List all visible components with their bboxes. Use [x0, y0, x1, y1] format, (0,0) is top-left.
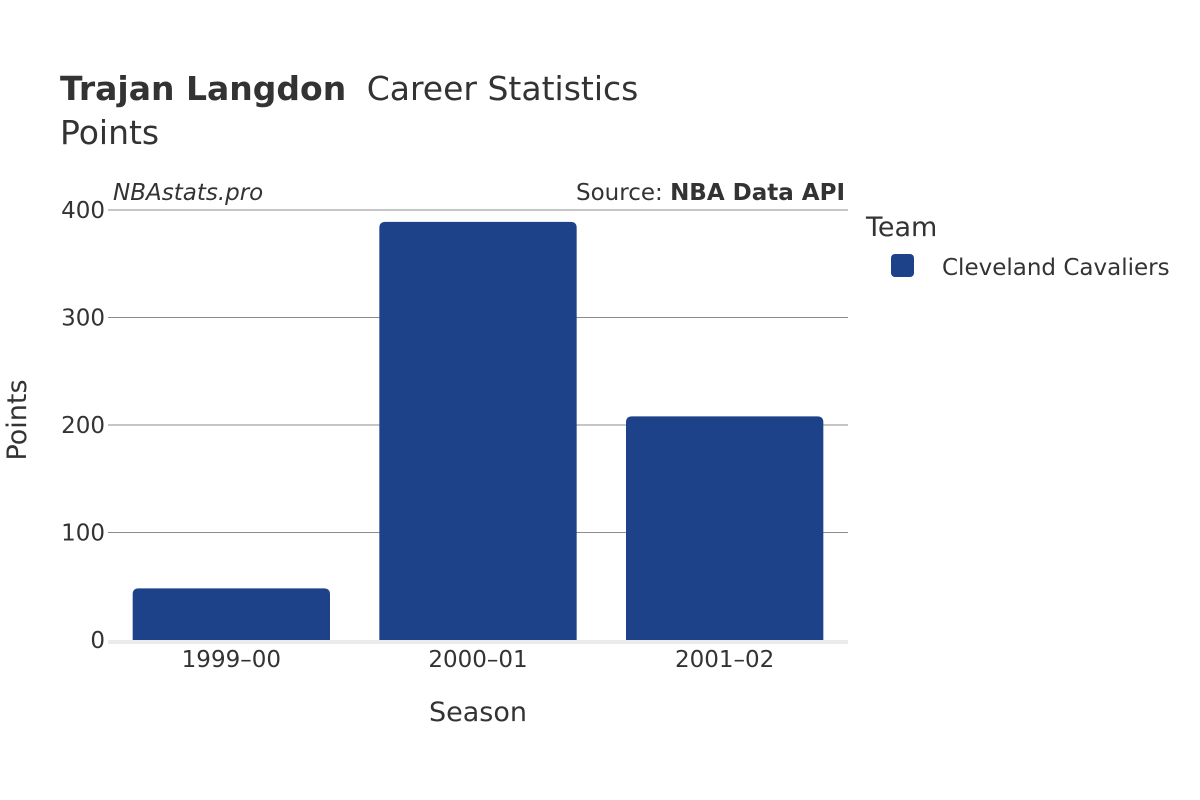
y-axis-title: Points — [2, 379, 33, 460]
bar-2001–02[interactable] — [626, 416, 824, 640]
x-tick-labels: 1999–00 2000–01 2001–02 — [182, 647, 775, 673]
x-tick-label-2000–01: 2000–01 — [428, 647, 527, 673]
chart-title-name: Trajan Langdon — [60, 69, 346, 108]
source-name: NBA Data API — [670, 180, 845, 206]
watermark: NBAstats.pro — [113, 180, 263, 206]
source-prefix: Source: — [576, 180, 670, 206]
x-axis-title: Season — [429, 697, 527, 728]
legend: Team Cleveland Cavaliers — [865, 212, 1170, 281]
source-credit: Source: NBA Data API — [576, 180, 845, 206]
y-tick-label-400: 400 — [61, 198, 105, 224]
chart-title: Trajan Langdon Career Statistics — [60, 69, 638, 108]
bars — [132, 221, 824, 640]
x-tick-label-2001–02: 2001–02 — [675, 647, 774, 673]
bar-1999–00[interactable] — [132, 588, 330, 640]
chart-title-rest: Career Statistics — [367, 69, 639, 108]
x-tick-label-1999–00: 1999–00 — [182, 647, 281, 673]
y-tick-label-300: 300 — [61, 306, 105, 332]
y-tick-label-200: 200 — [61, 413, 105, 439]
legend-swatch-cleveland-cavaliers[interactable] — [891, 254, 914, 277]
y-tick-labels: 0 100 200 300 400 — [61, 198, 105, 654]
chart-subtitle: Points — [60, 113, 159, 152]
legend-label-cleveland-cavaliers[interactable]: Cleveland Cavaliers — [942, 255, 1170, 281]
y-tick-label-0: 0 — [90, 628, 105, 654]
legend-title: Team — [865, 212, 937, 243]
bar-2000–01[interactable] — [379, 221, 577, 640]
y-tick-label-100: 100 — [61, 521, 105, 547]
